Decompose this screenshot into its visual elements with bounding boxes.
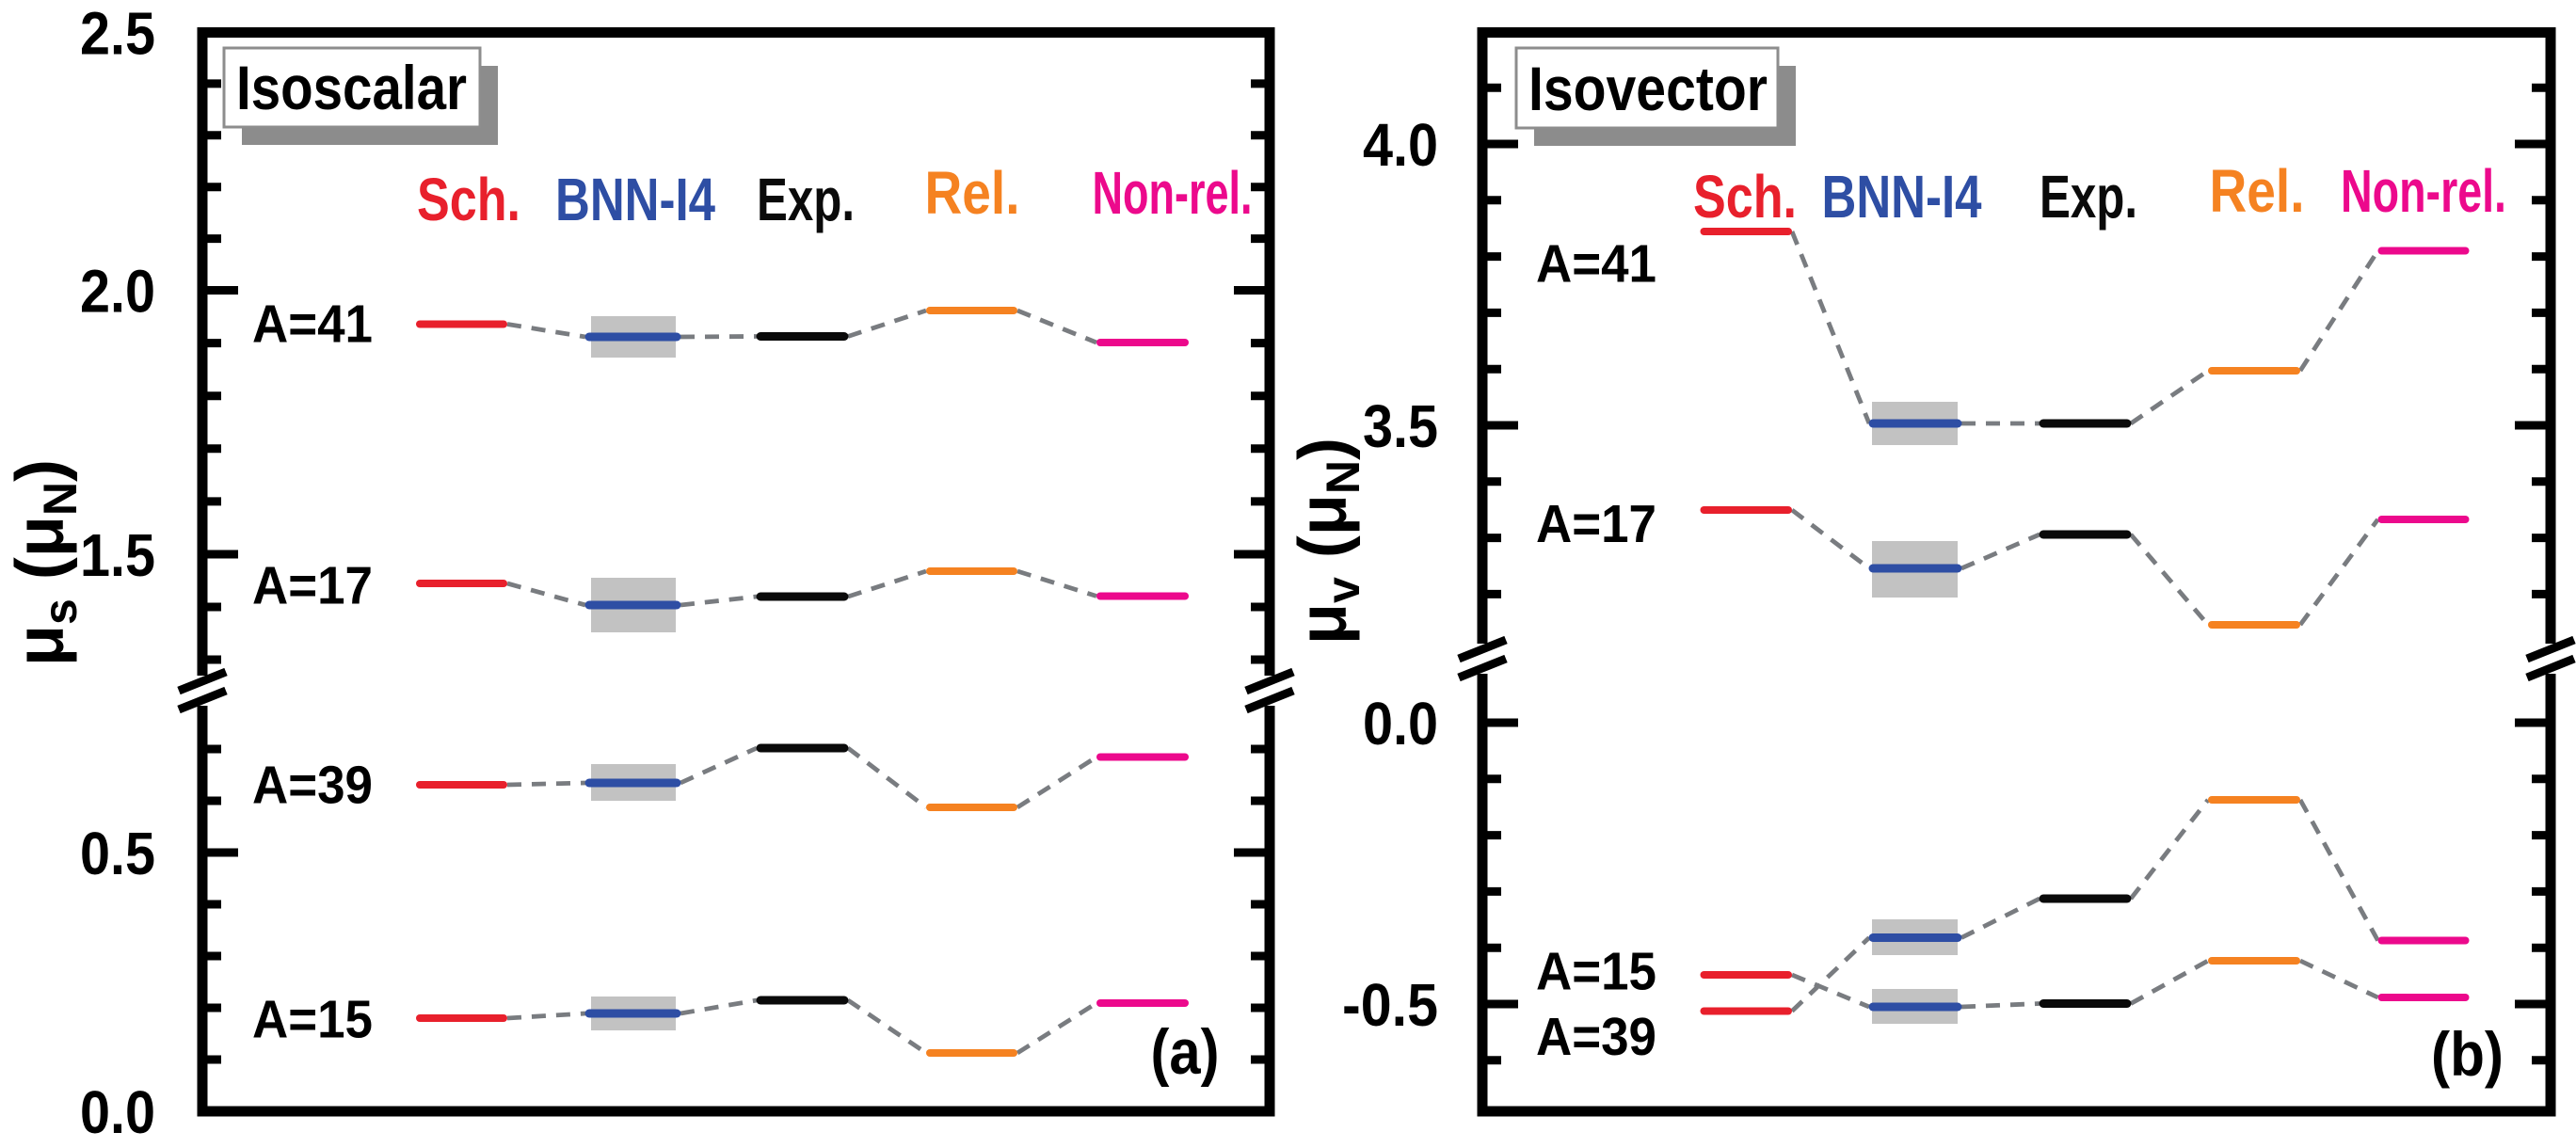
svg-text:0.0: 0.0 xyxy=(1363,690,1438,757)
svg-text:0.5: 0.5 xyxy=(80,820,155,887)
svg-text:Non-rel.: Non-rel. xyxy=(2341,157,2506,225)
svg-text:(b): (b) xyxy=(2431,1019,2504,1089)
svg-text:Exp.: Exp. xyxy=(757,166,855,233)
svg-text:Isovector: Isovector xyxy=(1528,54,1768,123)
svg-text:A=17: A=17 xyxy=(1536,494,1656,554)
svg-text:(a): (a) xyxy=(1151,1016,1220,1088)
svg-text:2.5: 2.5 xyxy=(80,0,155,68)
svg-text:1.5: 1.5 xyxy=(80,521,155,589)
svg-text:A=39: A=39 xyxy=(252,756,373,816)
svg-text:A=15: A=15 xyxy=(1536,942,1656,1002)
svg-text:Rel.: Rel. xyxy=(925,159,1020,227)
svg-text:0.0: 0.0 xyxy=(80,1078,155,1143)
svg-text:A=15: A=15 xyxy=(252,990,373,1050)
svg-text:-0.5: -0.5 xyxy=(1342,971,1438,1039)
svg-text:Non-rel.: Non-rel. xyxy=(1093,159,1253,227)
svg-text:A=41: A=41 xyxy=(252,295,373,355)
svg-text:Isoscalar: Isoscalar xyxy=(236,53,467,122)
svg-text:A=39: A=39 xyxy=(1536,1007,1656,1067)
svg-text:Sch.: Sch. xyxy=(1693,163,1797,231)
svg-text:A=17: A=17 xyxy=(252,556,373,616)
svg-text:BNN-I4: BNN-I4 xyxy=(555,166,715,233)
svg-text:BNN-I4: BNN-I4 xyxy=(1822,163,1982,231)
svg-text:3.5: 3.5 xyxy=(1363,392,1438,460)
svg-text:Sch.: Sch. xyxy=(417,166,520,233)
svg-text:A=41: A=41 xyxy=(1536,234,1656,295)
svg-text:2.0: 2.0 xyxy=(80,258,155,326)
svg-text:Exp.: Exp. xyxy=(2040,163,2137,231)
svg-text:Rel.: Rel. xyxy=(2210,157,2305,225)
svg-text:4.0: 4.0 xyxy=(1363,111,1438,179)
